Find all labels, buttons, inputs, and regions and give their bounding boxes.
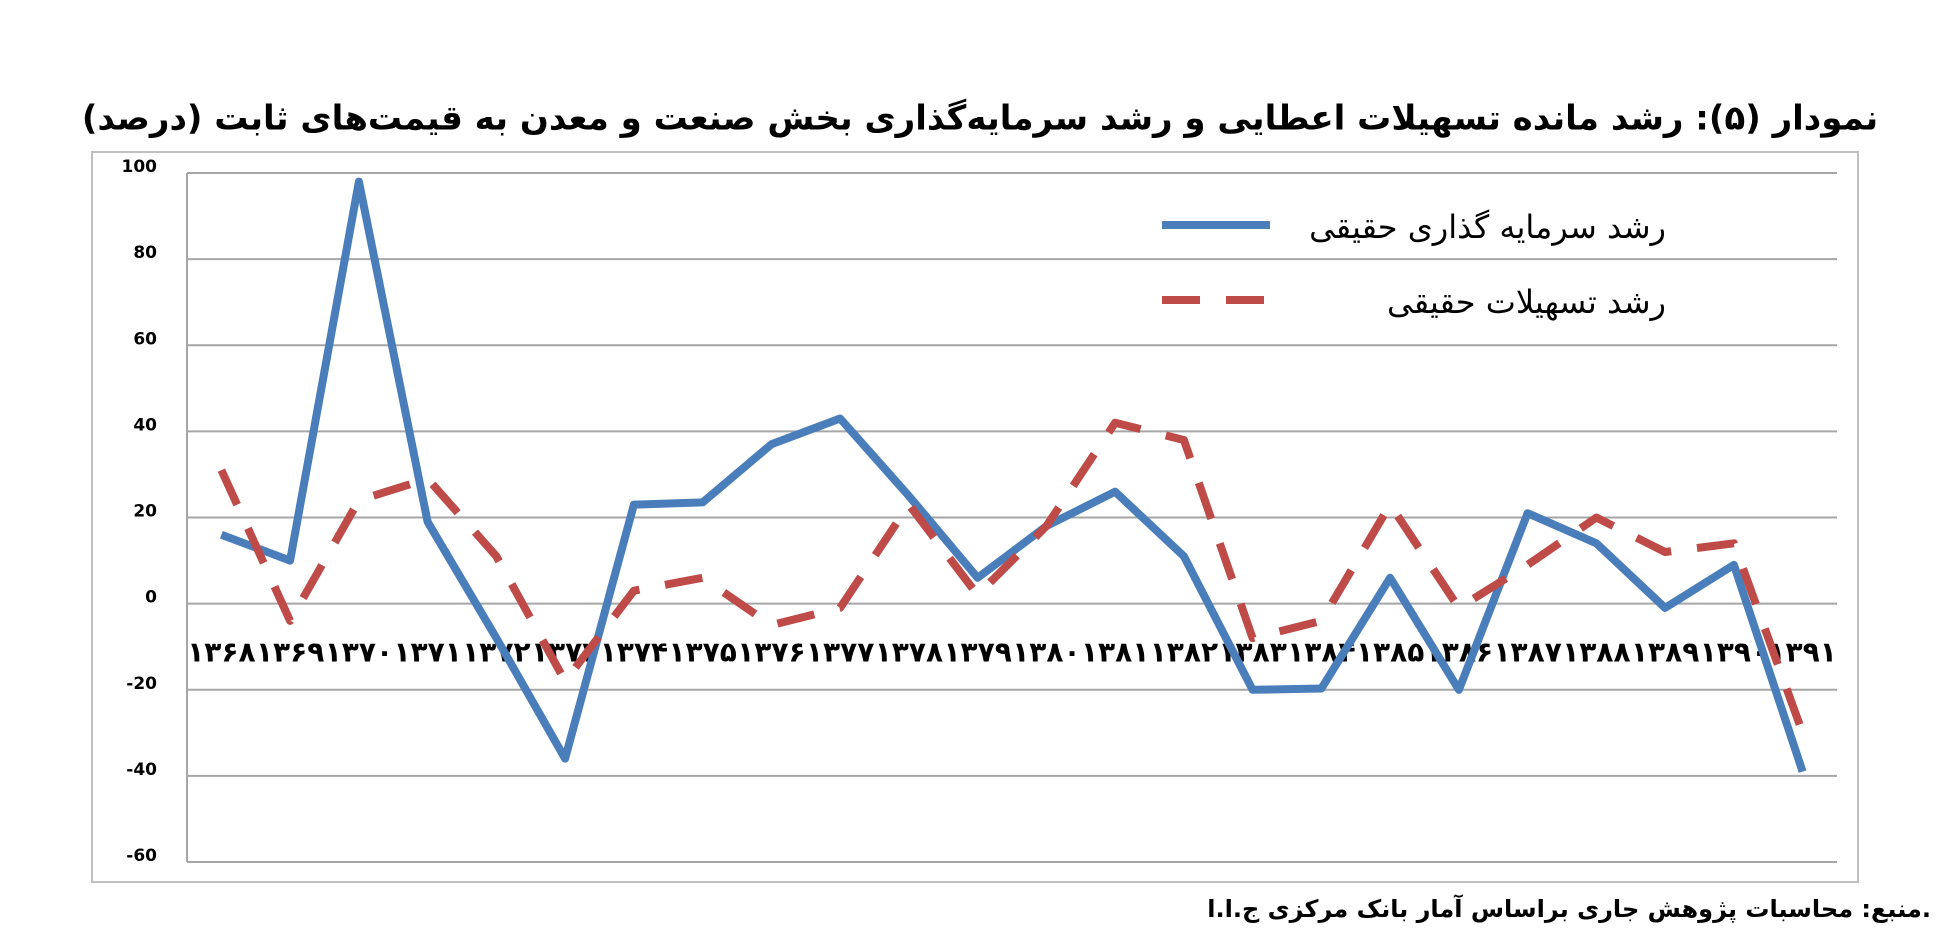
x-tick-label: ۱۳۸۰	[1012, 636, 1080, 669]
chart-title: نمودار (۵): رشد مانده تسهیلات اعطایی و ر…	[82, 99, 1878, 139]
y-tick-label: -60	[126, 846, 157, 866]
x-tick-label: ۱۳۸۸	[1562, 636, 1630, 669]
y-tick-label: 40	[133, 415, 157, 435]
x-tick-label: ۱۳۸۹	[1631, 636, 1699, 669]
x-tick-label: ۱۳۷۴	[600, 636, 668, 669]
legend-label: رشد تسهیلات حقیقی	[1387, 283, 1666, 321]
y-tick-label: 20	[133, 502, 157, 522]
y-tick-label: 100	[122, 157, 158, 177]
x-tick-label: ۱۳۷۶	[737, 636, 805, 669]
x-tick-label: ۱۳۷۱	[393, 636, 461, 669]
x-tick-label: ۱۳۸۱	[1081, 636, 1149, 669]
y-tick-label: 0	[145, 588, 157, 608]
y-tick-label: 60	[133, 329, 157, 349]
series-line	[219, 177, 1807, 773]
y-tick-label: 80	[133, 243, 157, 263]
legend-label: رشد سرمایه گذاری حقیقی	[1309, 208, 1666, 246]
x-tick-label: ۱۳۶۹	[256, 636, 324, 669]
y-tick-label: -40	[126, 760, 157, 780]
y-tick-label: -20	[126, 674, 157, 694]
x-tick-label: ۱۳۷۵	[668, 636, 736, 669]
plot-frame	[91, 151, 1859, 883]
x-tick-label: ۱۳۷۹	[943, 636, 1011, 669]
x-tick-label: ۱۳۷۷	[806, 636, 874, 669]
x-tick-label: ۱۳۸۲	[1150, 636, 1218, 669]
x-tick-label: ۱۳۸۵	[1356, 636, 1424, 669]
source-note: منبع: محاسبات پژوهش جاری براساس آمار بان…	[1207, 894, 1931, 923]
series-line	[217, 418, 1807, 735]
x-tick-label: ۱۳۸۷	[1493, 636, 1561, 669]
x-tick-label: ۱۳۶۸	[187, 636, 255, 669]
x-tick-label: ۱۳۷۸	[875, 636, 943, 669]
x-tick-label: ۱۳۷۰	[325, 636, 393, 669]
